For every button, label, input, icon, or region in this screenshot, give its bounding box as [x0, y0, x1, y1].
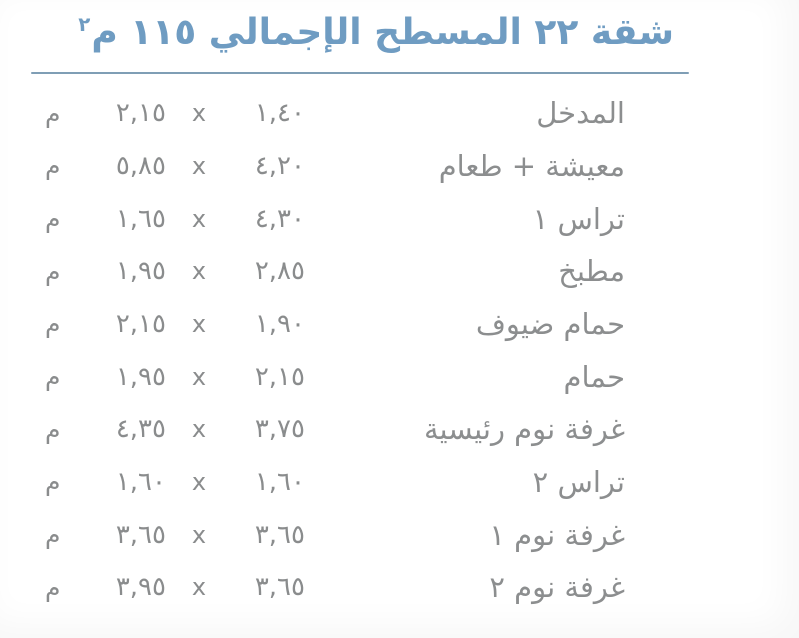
- multiply-sign: x: [191, 257, 207, 286]
- room-name: غرفة نوم ١: [489, 517, 625, 552]
- unit-label: م: [45, 467, 61, 497]
- unit-label: م: [45, 151, 61, 181]
- dimension-1: ١,٦٠: [254, 466, 305, 497]
- dimension-2: ١,٩٥: [115, 361, 166, 392]
- room-name: حمام: [563, 359, 625, 394]
- table-row: م ١,٩٥ x ٢,١٥ حمام: [45, 350, 625, 403]
- dimension-2: ١,٦٠: [115, 466, 166, 497]
- unit-label: م: [45, 98, 61, 128]
- title-divider-line: [31, 71, 689, 74]
- multiply-sign: x: [191, 520, 207, 549]
- room-name: المدخل: [536, 96, 625, 131]
- unit-label: م: [45, 362, 61, 392]
- room-name: غرفة نوم رئيسية: [423, 412, 625, 447]
- dimension-2: ١,٩٥: [115, 256, 166, 287]
- table-row: م ٤,٣٥ x ٣,٧٥ غرفة نوم رئيسية: [45, 403, 625, 456]
- dimension-1: ٤,٢٠: [254, 150, 305, 181]
- multiply-sign: x: [191, 309, 207, 338]
- unit-label: م: [45, 256, 61, 286]
- dimension-1: ٢,٨٥: [254, 256, 305, 287]
- dimension-1: ٣,٧٥: [254, 414, 305, 445]
- room-name: تراس ٢: [532, 464, 625, 499]
- room-name: معيشة + طعام: [438, 148, 625, 183]
- title-superscript-exponent: ٢: [78, 13, 91, 36]
- dimension-1: ٤,٣٠: [254, 203, 305, 234]
- dimension-2: ٢,١٥: [115, 98, 166, 129]
- page-title-text: شقة ٢٢ المسطح الإجمالي ١١٥ م: [91, 12, 674, 53]
- unit-label: م: [45, 572, 61, 602]
- dimension-2: ١,٦٥: [115, 203, 166, 234]
- multiply-sign: x: [191, 99, 207, 128]
- dimension-2: ٤,٣٥: [115, 414, 166, 445]
- dimension-1: ٣,٦٥: [254, 519, 305, 550]
- room-name: حمام ضيوف: [475, 306, 625, 341]
- unit-label: م: [45, 414, 61, 444]
- table-row: م ١,٦٠ x ١,٦٠ تراس ٢: [45, 456, 625, 509]
- table-row: م ٥,٨٥ x ٤,٢٠ معيشة + طعام: [45, 139, 625, 192]
- dimension-2: ٢,١٥: [115, 308, 166, 339]
- dimension-2: ٣,٦٥: [115, 519, 166, 550]
- table-row: م ٢,١٥ x ١,٤٠ المدخل: [45, 87, 625, 140]
- multiply-sign: x: [191, 573, 207, 602]
- table-row: م ٣,٩٥ x ٣,٦٥ غرفة نوم ٢: [45, 561, 625, 614]
- room-name: تراس ١: [532, 201, 625, 236]
- multiply-sign: x: [191, 362, 207, 391]
- unit-label: م: [45, 204, 61, 234]
- dimension-1: ١,٤٠: [254, 98, 305, 129]
- table-row: م ٣,٦٥ x ٣,٦٥ غرفة نوم ١: [45, 508, 625, 561]
- unit-label: م: [45, 309, 61, 339]
- unit-label: م: [45, 520, 61, 550]
- multiply-sign: x: [191, 415, 207, 444]
- table-row: م ١,٩٥ x ٢,٨٥ مطبخ: [45, 245, 625, 298]
- dimension-1: ١,٩٠: [254, 308, 305, 339]
- room-name: غرفة نوم ٢: [489, 570, 625, 605]
- room-dimension-list: م ٢,١٥ x ١,٤٠ المدخل م ٥,٨٥ x ٤,٢٠ معيشة…: [0, 87, 799, 614]
- dimension-2: ٣,٩٥: [115, 572, 166, 603]
- table-row: م ٢,١٥ x ١,٩٠ حمام ضيوف: [45, 298, 625, 351]
- dimension-2: ٥,٨٥: [115, 150, 166, 181]
- dimension-1: ٢,١٥: [254, 361, 305, 392]
- multiply-sign: x: [191, 467, 207, 496]
- multiply-sign: x: [191, 151, 207, 180]
- page-title: شقة ٢٢ المسطح الإجمالي ١١٥ م٢: [0, 0, 799, 57]
- multiply-sign: x: [191, 204, 207, 233]
- dimension-1: ٣,٦٥: [254, 572, 305, 603]
- room-name: مطبخ: [558, 254, 625, 289]
- table-row: م ١,٦٥ x ٤,٣٠ تراس ١: [45, 192, 625, 245]
